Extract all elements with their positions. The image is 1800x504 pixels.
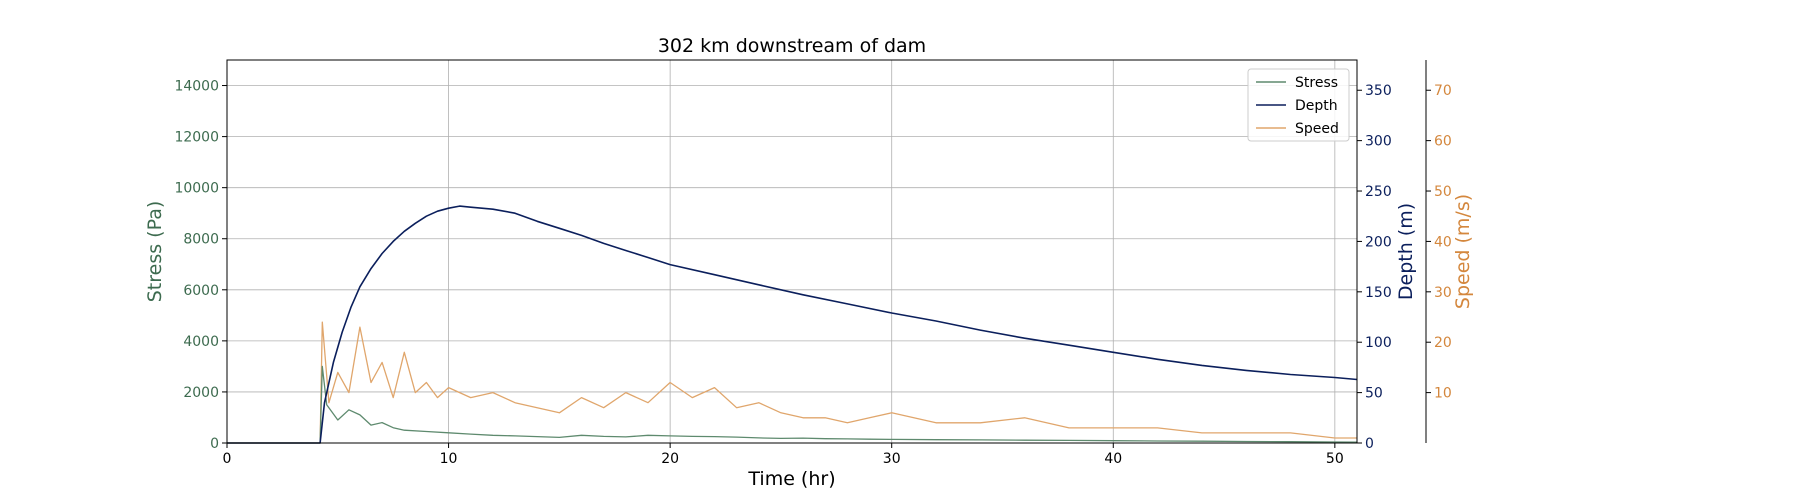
legend-label-depth: Depth bbox=[1295, 98, 1338, 114]
axes: 0 10 20 30 40 5002000400060008000100001200014… bbox=[174, 60, 1452, 467]
series-line-speed bbox=[227, 321, 1357, 444]
depth-axis-label: Depth (m) bbox=[1395, 203, 1417, 300]
x-tick-label: 0 bbox=[223, 451, 232, 467]
x-tick-label: 50 bbox=[1326, 451, 1344, 467]
stress-tick-label: 10000 bbox=[174, 181, 219, 197]
speed-tick-label: 30 bbox=[1434, 285, 1452, 301]
legend: Stress Depth Speed bbox=[1247, 68, 1350, 142]
speed-tick-label: 60 bbox=[1434, 134, 1452, 150]
legend-label-stress: Stress bbox=[1295, 75, 1338, 91]
legend-box bbox=[1247, 68, 1350, 142]
stress-tick-label: 2000 bbox=[183, 385, 219, 401]
x-tick-label: 40 bbox=[1104, 451, 1122, 467]
depth-tick-label: 200 bbox=[1365, 234, 1392, 250]
depth-tick-label: 250 bbox=[1365, 184, 1392, 200]
stress-axis-label: Stress (Pa) bbox=[144, 201, 166, 303]
stress-tick-label: 14000 bbox=[174, 79, 219, 95]
stress-tick-label: 0 bbox=[210, 436, 219, 452]
depth-tick-label: 50 bbox=[1365, 386, 1383, 402]
speed-tick-label: 40 bbox=[1434, 234, 1452, 250]
speed-tick-label: 50 bbox=[1434, 184, 1452, 200]
series-line-depth bbox=[227, 205, 1358, 444]
legend-label-speed: Speed bbox=[1295, 121, 1339, 137]
series-line-stress bbox=[227, 365, 1358, 444]
x-tick-label: 20 bbox=[661, 451, 679, 467]
depth-tick-label: 100 bbox=[1365, 335, 1392, 351]
plot-frame bbox=[226, 59, 1358, 444]
chart-title: 302 km downstream of dam bbox=[658, 35, 926, 57]
stress-tick-label: 6000 bbox=[183, 283, 219, 299]
depth-tick-label: 150 bbox=[1365, 285, 1392, 301]
series-lines bbox=[227, 205, 1358, 444]
speed-tick-label: 20 bbox=[1434, 335, 1452, 351]
speed-axis-label: Speed (m/s) bbox=[1452, 194, 1474, 309]
x-axis-label: Time (hr) bbox=[747, 468, 835, 490]
speed-tick-label: 70 bbox=[1434, 83, 1452, 99]
depth-tick-label: 300 bbox=[1365, 134, 1392, 150]
stress-tick-label: 8000 bbox=[183, 232, 219, 248]
x-tick-label: 10 bbox=[440, 451, 458, 467]
depth-tick-label: 350 bbox=[1365, 83, 1392, 99]
stress-tick-label: 12000 bbox=[174, 130, 219, 146]
stress-tick-label: 4000 bbox=[183, 334, 219, 350]
depth-tick-label: 0 bbox=[1365, 436, 1374, 452]
x-tick-label: 30 bbox=[883, 451, 901, 467]
speed-tick-label: 10 bbox=[1434, 386, 1452, 402]
